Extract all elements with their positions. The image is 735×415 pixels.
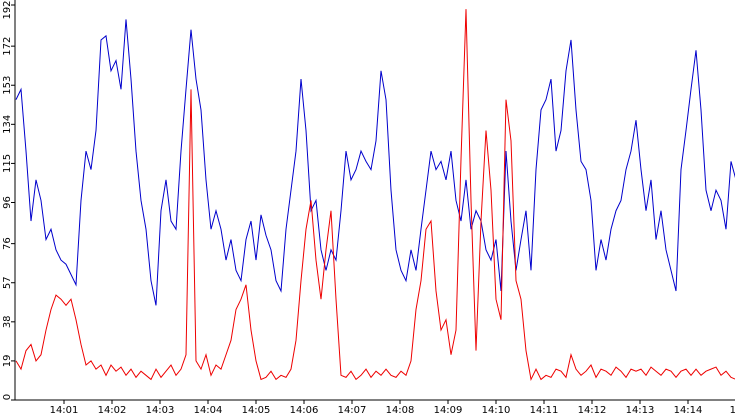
y-tick-label: 19 xyxy=(2,355,13,368)
x-tick-label: 14 xyxy=(730,405,735,415)
y-tick-label: 0 xyxy=(2,394,13,400)
x-tick-label: 14:07 xyxy=(338,405,367,415)
y-tick-label: 57 xyxy=(2,276,13,289)
y-tick-label: 76 xyxy=(2,237,13,250)
x-tick-label: 14:09 xyxy=(434,405,463,415)
y-tick-label: 115 xyxy=(2,154,13,173)
x-tick-label: 14:01 xyxy=(50,405,79,415)
x-tick-label: 14:06 xyxy=(290,405,319,415)
x-tick-label: 14:13 xyxy=(626,405,655,415)
x-tick-label: 14:03 xyxy=(146,405,175,415)
x-tick-label: 14:05 xyxy=(242,405,271,415)
x-tick-label: 14:10 xyxy=(482,405,511,415)
series-line xyxy=(15,9,735,382)
x-tick-label: 14:08 xyxy=(386,405,415,415)
y-tick-label: 153 xyxy=(2,76,13,95)
series-line xyxy=(15,19,735,306)
x-tick-label: 14:14 xyxy=(674,405,703,415)
x-tick-label: 14:12 xyxy=(578,405,607,415)
x-tick-label: 14:02 xyxy=(98,405,127,415)
y-tick-label: 192 xyxy=(2,0,13,19)
y-tick-label: 38 xyxy=(2,315,13,328)
x-tick-label: 14:11 xyxy=(530,405,559,415)
y-tick-label: 96 xyxy=(2,196,13,209)
y-tick-label: 172 xyxy=(2,37,13,56)
x-tick-label: 14:04 xyxy=(194,405,223,415)
y-tick-label: 134 xyxy=(2,115,13,134)
